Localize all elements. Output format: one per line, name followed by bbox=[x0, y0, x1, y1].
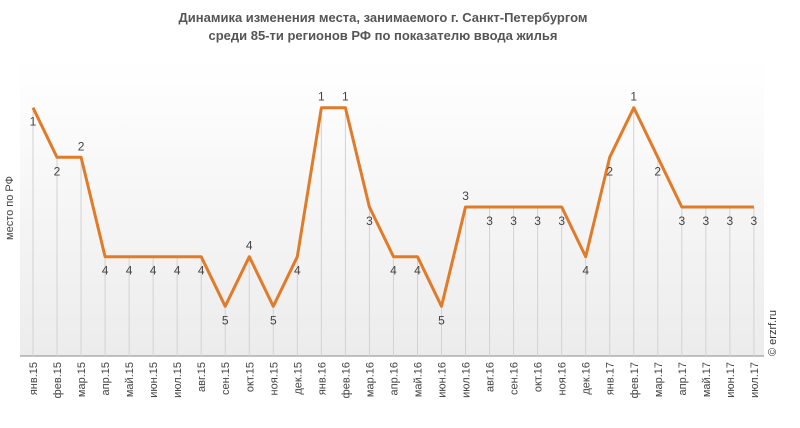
data-label: 4 bbox=[246, 239, 253, 253]
chart-title-line-1: Динамика изменения места, занимаемого г.… bbox=[179, 10, 588, 25]
data-label: 1 bbox=[318, 90, 325, 104]
x-tick-label: авг.15 bbox=[196, 362, 208, 392]
data-label: 4 bbox=[390, 264, 397, 278]
plot-area bbox=[20, 58, 764, 356]
x-tick-label: дек.15 bbox=[292, 362, 304, 395]
data-label: 5 bbox=[222, 313, 229, 327]
x-tick-label: фев.15 bbox=[52, 362, 64, 398]
x-tick-label: фев.16 bbox=[340, 362, 352, 398]
x-tick-label: июн.15 bbox=[148, 362, 160, 398]
data-label: 3 bbox=[558, 214, 565, 228]
data-label: 3 bbox=[751, 214, 758, 228]
data-label: 4 bbox=[102, 264, 109, 278]
data-label: 2 bbox=[654, 164, 661, 178]
data-label: 1 bbox=[30, 115, 37, 129]
data-label: 5 bbox=[270, 313, 277, 327]
x-tick-label: июн.17 bbox=[725, 362, 737, 398]
data-label: 4 bbox=[414, 264, 421, 278]
x-tick-label: апр.16 bbox=[388, 362, 400, 395]
data-label: 1 bbox=[630, 90, 637, 104]
x-tick-label: июн.16 bbox=[437, 362, 449, 398]
data-label: 4 bbox=[198, 264, 205, 278]
data-label: 3 bbox=[534, 214, 541, 228]
x-tick-label: мар.16 bbox=[364, 362, 376, 397]
data-label: 3 bbox=[702, 214, 709, 228]
credit-watermark: © erzrf.ru bbox=[767, 310, 779, 356]
x-tick-labels: янв.15 фев.15 мар.15 апр.15 май.15 июн.15 июл.… bbox=[28, 362, 761, 398]
data-label: 4 bbox=[582, 264, 589, 278]
data-label: 3 bbox=[366, 214, 373, 228]
x-tick-label: окт.15 bbox=[244, 362, 256, 392]
y-axis-label: место по РФ bbox=[4, 176, 16, 240]
x-tick-label: мар.15 bbox=[76, 362, 88, 397]
x-tick-label: сен.16 bbox=[509, 362, 521, 395]
x-tick-label: авг.16 bbox=[485, 362, 497, 392]
x-tick-label: янв.16 bbox=[316, 362, 328, 395]
data-label: 2 bbox=[54, 164, 61, 178]
data-label: 4 bbox=[294, 264, 301, 278]
data-label: 3 bbox=[462, 189, 469, 203]
data-labels: 1 2 2 4 4 4 4 4 5 4 5 4 1 1 3 4 4 5 3 3 3 3 3 4 2 1 2 3 3 3 3 bbox=[30, 90, 758, 328]
data-label: 5 bbox=[438, 313, 445, 327]
x-tick-label: дек.16 bbox=[581, 362, 593, 395]
drop-lines bbox=[32, 107, 755, 356]
x-tick-label: сен.15 bbox=[220, 362, 232, 395]
x-tick-label: окт.16 bbox=[533, 362, 545, 392]
x-tick-label: июл.17 bbox=[749, 362, 761, 398]
data-label: 2 bbox=[78, 139, 85, 153]
data-label: 2 bbox=[606, 164, 613, 178]
x-tick-label: мар.17 bbox=[653, 362, 665, 397]
x-tick-label: май.15 bbox=[124, 362, 136, 397]
x-tick-label: янв.17 bbox=[605, 362, 617, 395]
x-tick-label: янв.15 bbox=[28, 362, 40, 395]
data-label: 3 bbox=[727, 214, 734, 228]
x-tick-label: ноя.15 bbox=[268, 362, 280, 395]
data-label: 4 bbox=[150, 264, 157, 278]
x-tick-label: фев.17 bbox=[629, 362, 641, 398]
data-label: 3 bbox=[510, 214, 517, 228]
x-tick-label: май.16 bbox=[412, 362, 424, 397]
x-tick-label: апр.17 bbox=[677, 362, 689, 395]
chart-title-line-2: среди 85-ти регионов РФ по показателю вв… bbox=[208, 28, 557, 43]
data-label: 3 bbox=[486, 214, 493, 228]
x-tick-label: июл.16 bbox=[461, 362, 473, 398]
data-label: 3 bbox=[678, 214, 685, 228]
x-tick-label: апр.15 bbox=[100, 362, 112, 395]
data-label: 1 bbox=[342, 90, 349, 104]
series-line bbox=[31, 106, 754, 308]
x-tick-label: ноя.16 bbox=[557, 362, 569, 395]
x-tick-label: май.17 bbox=[701, 362, 713, 397]
data-label: 4 bbox=[174, 264, 181, 278]
x-tick-label: июл.15 bbox=[172, 362, 184, 398]
data-label: 4 bbox=[126, 264, 133, 278]
